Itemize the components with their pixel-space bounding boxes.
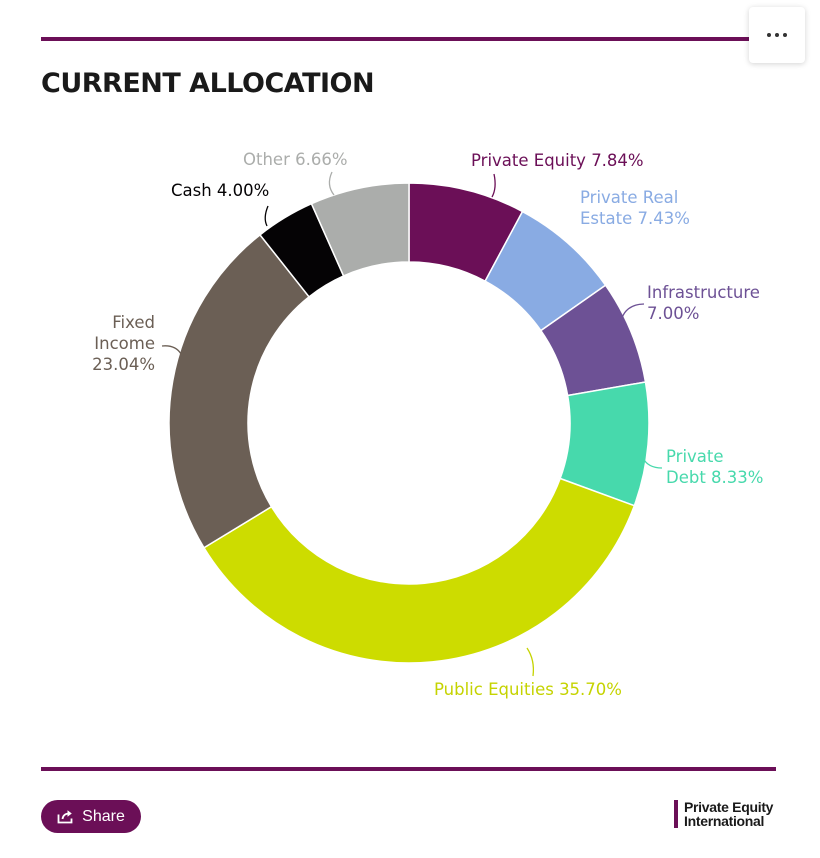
brand-logo: Private Equity International bbox=[674, 800, 773, 828]
share-icon bbox=[57, 810, 73, 824]
chart-menu-button[interactable] bbox=[749, 7, 805, 63]
bottom-divider bbox=[41, 767, 776, 771]
share-button[interactable]: Share bbox=[41, 800, 141, 833]
data-label-infrastructure: Infrastructure 7.00% bbox=[647, 283, 760, 323]
leader-line-cash bbox=[264, 205, 269, 227]
brand-line-2: International bbox=[684, 813, 765, 829]
top-divider bbox=[41, 37, 776, 41]
data-label-private-equity: Private Equity 7.84% bbox=[471, 151, 644, 170]
leader-line-private-equity bbox=[491, 173, 496, 198]
data-label-private-real-estate: Private Real Estate 7.43% bbox=[580, 188, 690, 228]
slice-fixed-income[interactable] bbox=[168, 233, 311, 549]
slice-public-equities[interactable] bbox=[202, 477, 636, 664]
leader-line-infrastructure bbox=[621, 303, 645, 319]
data-label-cash: Cash 4.00% bbox=[171, 181, 269, 200]
data-label-other: Other 6.66% bbox=[243, 150, 348, 169]
data-label-private-debt: Private Debt 8.33% bbox=[666, 447, 763, 487]
donut-chart: Private Equity 7.84% Private Real Estate 7… bbox=[92, 150, 763, 699]
slice-other[interactable] bbox=[310, 182, 410, 277]
leader-line-private-debt bbox=[642, 457, 663, 469]
share-label: Share bbox=[82, 807, 125, 825]
chart-title: CURRENT ALLOCATION bbox=[41, 68, 375, 99]
brand-line-1: Private Equity bbox=[684, 799, 774, 815]
more-horizontal-icon bbox=[765, 33, 789, 37]
leader-line-other bbox=[328, 171, 335, 196]
data-label-fixed-income: Fixed Income 23.04% bbox=[92, 313, 155, 374]
data-label-public-equities: Public Equities 35.70% bbox=[434, 680, 622, 699]
leader-line-public-equities bbox=[526, 647, 535, 677]
leader-line-fixed-income bbox=[161, 345, 182, 355]
